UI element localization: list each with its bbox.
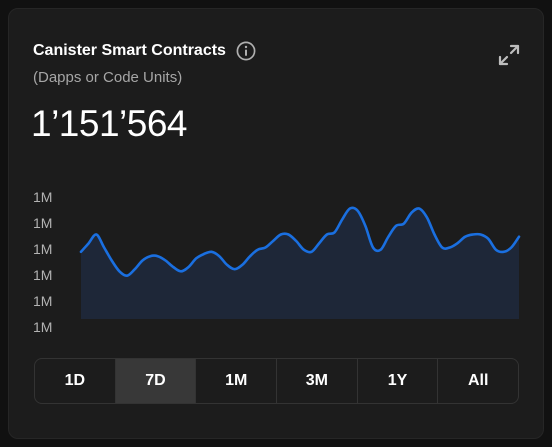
chart-area — [81, 207, 519, 319]
y-tick-label: 1M — [33, 241, 52, 257]
chart: 1M 1M 1M 1M 1M 1M — [33, 189, 521, 335]
range-button-1d[interactable]: 1D — [35, 359, 116, 403]
info-icon[interactable] — [236, 41, 256, 61]
card-subtitle: (Dapps or Code Units) — [33, 69, 183, 86]
range-button-3m[interactable]: 3M — [277, 359, 358, 403]
time-range-selector: 1D 7D 1M 3M 1Y All — [34, 358, 519, 404]
expand-icon[interactable] — [497, 43, 521, 67]
y-tick-label: 1M — [33, 293, 52, 309]
range-button-all[interactable]: All — [467, 372, 489, 389]
card-title: Canister Smart Contracts — [33, 42, 226, 59]
range-button-1y[interactable]: 1Y — [358, 359, 439, 403]
y-tick-label: 1M — [33, 215, 52, 231]
total-value: 1’151’564 — [31, 103, 187, 144]
y-tick-label: 1M — [33, 189, 52, 205]
series-line — [79, 206, 521, 278]
range-button-7d[interactable]: 7D — [115, 359, 197, 403]
y-tick-label: 1M — [33, 319, 52, 335]
range-button-1m[interactable]: 1M — [196, 359, 278, 403]
canister-card: Canister Smart Contracts (Dapps or Code … — [8, 8, 544, 439]
y-tick-label: 1M — [33, 267, 52, 283]
card-header: Canister Smart Contracts — [33, 41, 256, 61]
